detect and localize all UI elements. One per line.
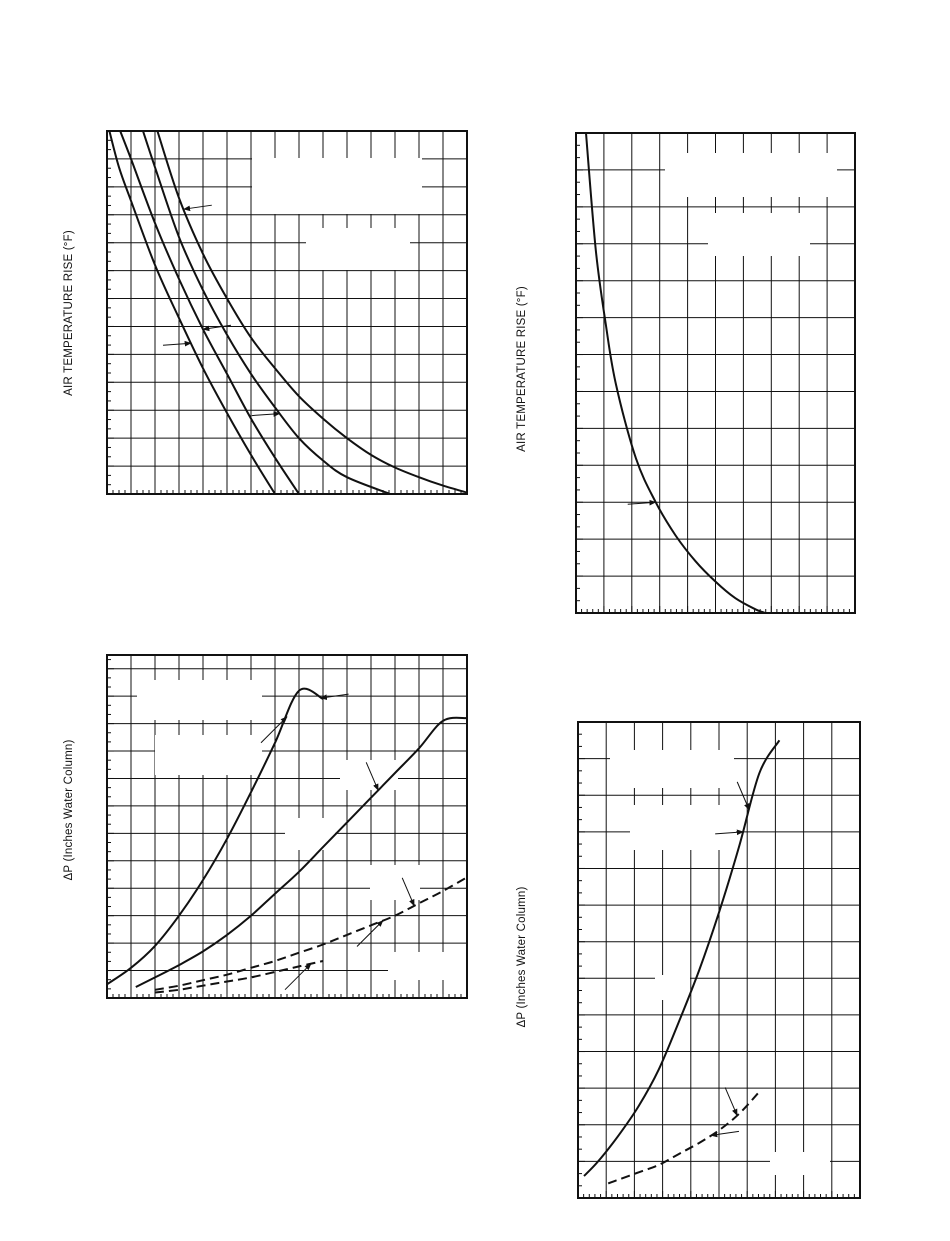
- callout-arrow: [365, 762, 379, 791]
- y-axis-title-top-left: AIR TEMPERATURE RISE (°F): [63, 230, 75, 396]
- plot-frame: [575, 132, 856, 614]
- series-line-2: [135, 716, 467, 988]
- label-panel: [285, 818, 335, 850]
- label-panel: [370, 865, 420, 900]
- series-line-3: [154, 876, 467, 991]
- label-panel: [630, 805, 736, 850]
- callout-arrow: [183, 204, 212, 212]
- y-axis-title-bottom-left: ΔP (Inches Water Column): [63, 740, 75, 881]
- series-line-1: [107, 687, 324, 986]
- series-line-1: [585, 133, 766, 613]
- label-panel: [655, 975, 690, 1000]
- callout-arrow: [260, 716, 288, 744]
- chart-top-left: [106, 130, 468, 495]
- chart-bottom-left: [106, 654, 468, 999]
- label-panel: [770, 1152, 830, 1175]
- callout-arrow: [356, 919, 384, 947]
- series-line-4: [154, 960, 324, 994]
- callout-arrow: [284, 963, 312, 991]
- label-panel: [137, 680, 262, 720]
- callout-arrow: [627, 499, 657, 506]
- y-axis-title-bottom-right: ΔP (Inches Water Column): [516, 887, 528, 1028]
- label-panel: [388, 952, 468, 980]
- gridlines: [578, 722, 860, 1198]
- callout-arrow: [715, 829, 744, 836]
- callout-arrow: [401, 877, 415, 907]
- callout-arrow: [724, 1087, 738, 1117]
- callout-arrow: [251, 411, 281, 417]
- plot-frame: [577, 721, 861, 1199]
- chart-bottom-right: [577, 721, 861, 1199]
- callout-arrow: [710, 1130, 740, 1138]
- chart-top-right: [575, 132, 856, 614]
- series-line-1: [583, 739, 781, 1177]
- callout-arrow: [162, 340, 192, 347]
- label-panel: [306, 228, 410, 256]
- label-panel: [340, 760, 398, 790]
- series-line-1: [108, 131, 276, 494]
- series-line-4: [156, 131, 467, 494]
- plot-frame: [106, 130, 468, 495]
- label-panel: [665, 153, 837, 197]
- y-axis-title-top-right: AIR TEMPERATURE RISE (°F): [516, 286, 528, 452]
- label-panel: [252, 186, 422, 214]
- label-panel: [610, 750, 734, 788]
- series-line-3: [142, 131, 391, 494]
- callout-arrow: [319, 693, 349, 700]
- label-panel: [708, 213, 810, 256]
- callout-arrow: [202, 324, 232, 332]
- callout-arrow: [736, 781, 750, 811]
- label-panel: [252, 158, 422, 186]
- label-panel: [306, 256, 410, 270]
- plot-frame: [106, 654, 468, 999]
- label-panel: [155, 735, 262, 775]
- series-line-2: [607, 1091, 761, 1185]
